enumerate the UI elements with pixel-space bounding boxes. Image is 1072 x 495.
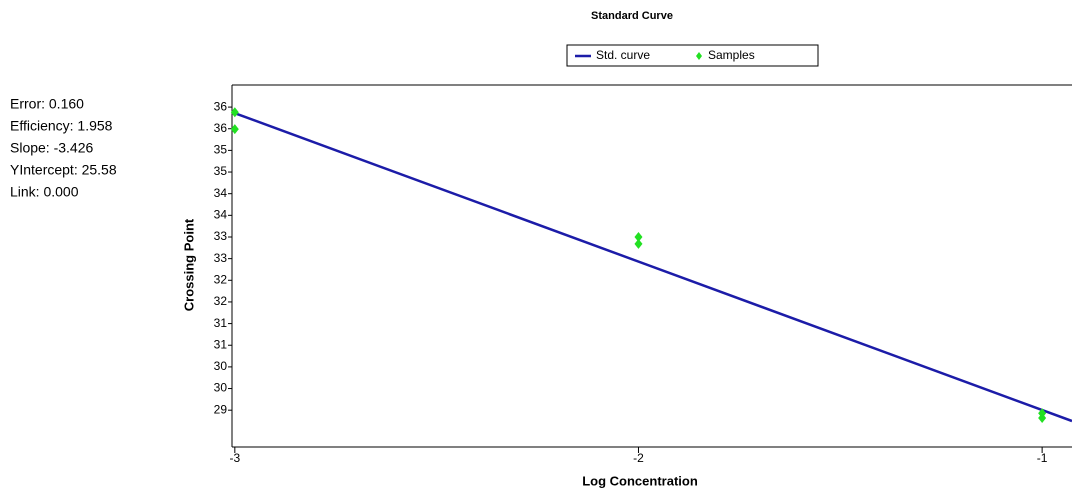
y-tick-label: 36	[214, 99, 228, 113]
sample-point	[230, 107, 239, 118]
y-tick-label: 33	[214, 229, 228, 243]
x-axis-label: Log Concentration	[582, 473, 698, 488]
y-tick-label: 32	[214, 294, 228, 308]
x-tick-label: -3	[229, 451, 240, 465]
x-tick-label: -2	[633, 451, 644, 465]
stat-text: Error: 0.160	[10, 96, 84, 112]
y-tick-label: 35	[214, 164, 228, 178]
legend-label: Std. curve	[596, 48, 650, 62]
std-curve-line	[234, 111, 1072, 423]
stat-text: Link: 0.000	[10, 184, 79, 200]
y-tick-label: 30	[214, 359, 228, 373]
stat-text: Slope: -3.426	[10, 140, 93, 156]
y-tick-label: 33	[214, 251, 228, 265]
stat-text: Efficiency: 1.958	[10, 118, 113, 134]
y-axis-label: Crossing Point	[181, 218, 196, 311]
y-tick-label: 35	[214, 143, 228, 157]
y-tick-label: 29	[214, 402, 228, 416]
y-tick-label: 31	[214, 337, 228, 351]
y-tick-label: 30	[214, 381, 228, 395]
y-tick-label: 32	[214, 272, 228, 286]
y-tick-label: 31	[214, 316, 228, 330]
legend-swatch	[696, 52, 702, 60]
y-tick-label: 36	[214, 121, 228, 135]
stat-text: YIntercept: 25.58	[10, 162, 117, 178]
legend-box	[566, 44, 819, 67]
y-tick-label: 34	[214, 208, 228, 222]
sample-point	[230, 124, 239, 135]
chart-title: Standard Curve	[591, 10, 673, 22]
sample-point	[1038, 412, 1047, 423]
y-tick-label: 34	[214, 186, 228, 200]
legend-label: Samples	[708, 48, 755, 62]
x-tick-label: -1	[1037, 451, 1048, 465]
sample-point	[634, 238, 643, 249]
sample-point	[634, 231, 643, 242]
